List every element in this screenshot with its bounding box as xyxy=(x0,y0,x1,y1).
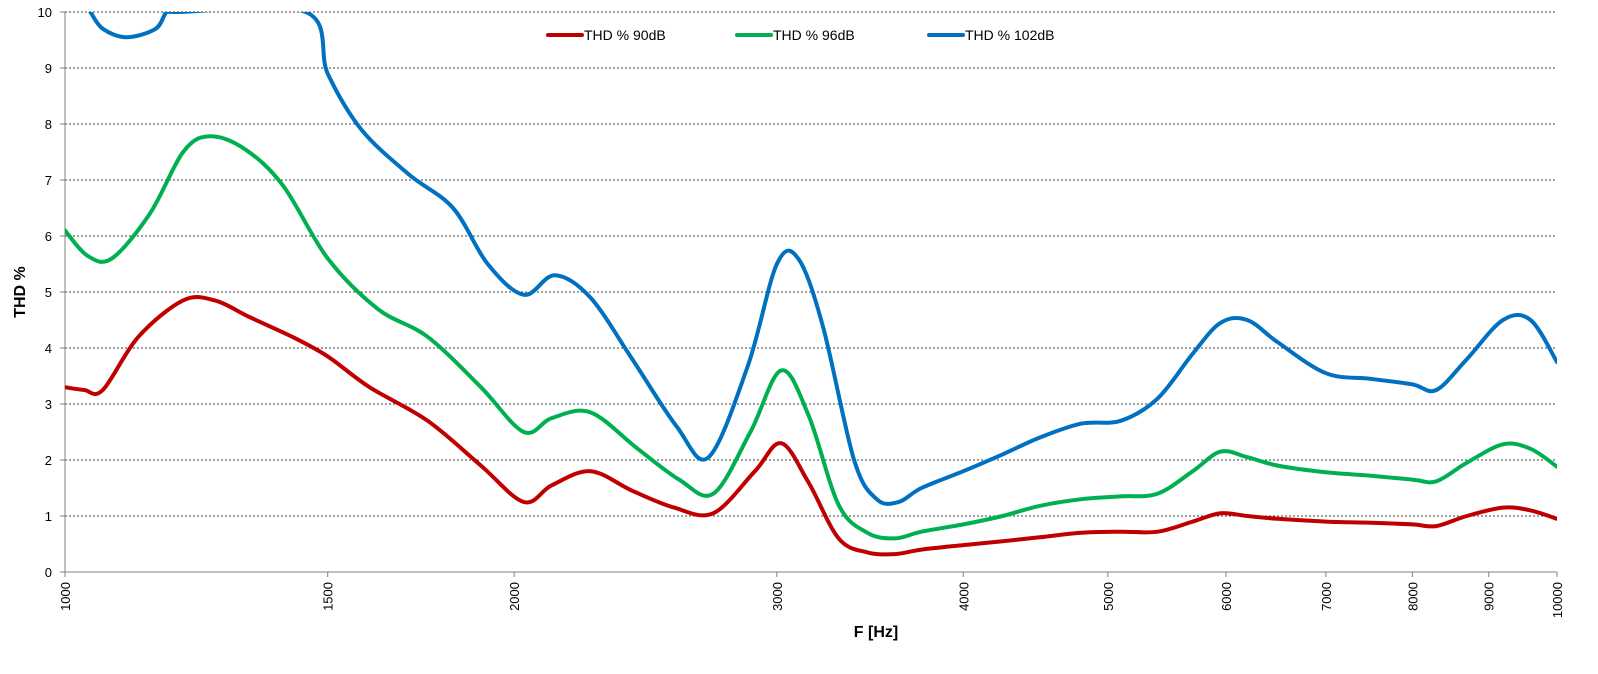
y-tick-label-7: 7 xyxy=(45,173,52,188)
series-line-0 xyxy=(65,294,1557,557)
x-tick-label-6: 6000 xyxy=(1219,582,1234,611)
x-tick-label-10: 10000 xyxy=(1550,582,1565,618)
y-tick-label-5: 5 xyxy=(45,285,52,300)
x-tick-label-5: 5000 xyxy=(1101,582,1116,611)
axes xyxy=(60,11,1558,577)
y-tick-label-9: 9 xyxy=(45,61,52,76)
x-tick-label-1: 1500 xyxy=(321,582,336,611)
series-line-1 xyxy=(65,134,1557,541)
x-tick-label-4: 4000 xyxy=(956,582,971,611)
legend-label-1: THD % 96dB xyxy=(773,27,855,43)
y-tick-label-3: 3 xyxy=(45,397,52,412)
x-tick-label-8: 8000 xyxy=(1405,582,1420,611)
y-tick-labels: 0 1 2 3 4 5 6 7 8 9 10 xyxy=(38,5,52,580)
y-tick-label-1: 1 xyxy=(45,509,52,524)
x-tick-label-7: 7000 xyxy=(1319,582,1334,611)
x-tick-label-9: 9000 xyxy=(1482,582,1497,611)
y-tick-label-6: 6 xyxy=(45,229,52,244)
y-tick-label-10: 10 xyxy=(38,5,52,20)
y-tick-label-2: 2 xyxy=(45,453,52,468)
legend-label-0: THD % 90dB xyxy=(584,27,666,43)
y-tick-label-8: 8 xyxy=(45,117,52,132)
y-tick-label-4: 4 xyxy=(45,341,52,356)
series-line-2 xyxy=(88,12,1557,506)
legend: THD % 90dB THD % 96dB THD % 102dB xyxy=(546,27,1054,43)
gridlines xyxy=(65,11,1557,517)
y-tick-label-0: 0 xyxy=(45,565,52,580)
x-tick-label-2: 2000 xyxy=(507,582,522,611)
x-axis-title: F [Hz] xyxy=(854,624,898,641)
x-tick-labels: 1000 1500 2000 3000 4000 5000 6000 7000 8000 9000… xyxy=(58,582,1565,618)
x-tick-label-3: 3000 xyxy=(770,582,785,611)
y-axis-title: THD % xyxy=(12,266,29,318)
legend-label-2: THD % 102dB xyxy=(965,27,1054,43)
x-tick-label-0: 1000 xyxy=(58,582,73,611)
series-lines xyxy=(65,12,1557,557)
